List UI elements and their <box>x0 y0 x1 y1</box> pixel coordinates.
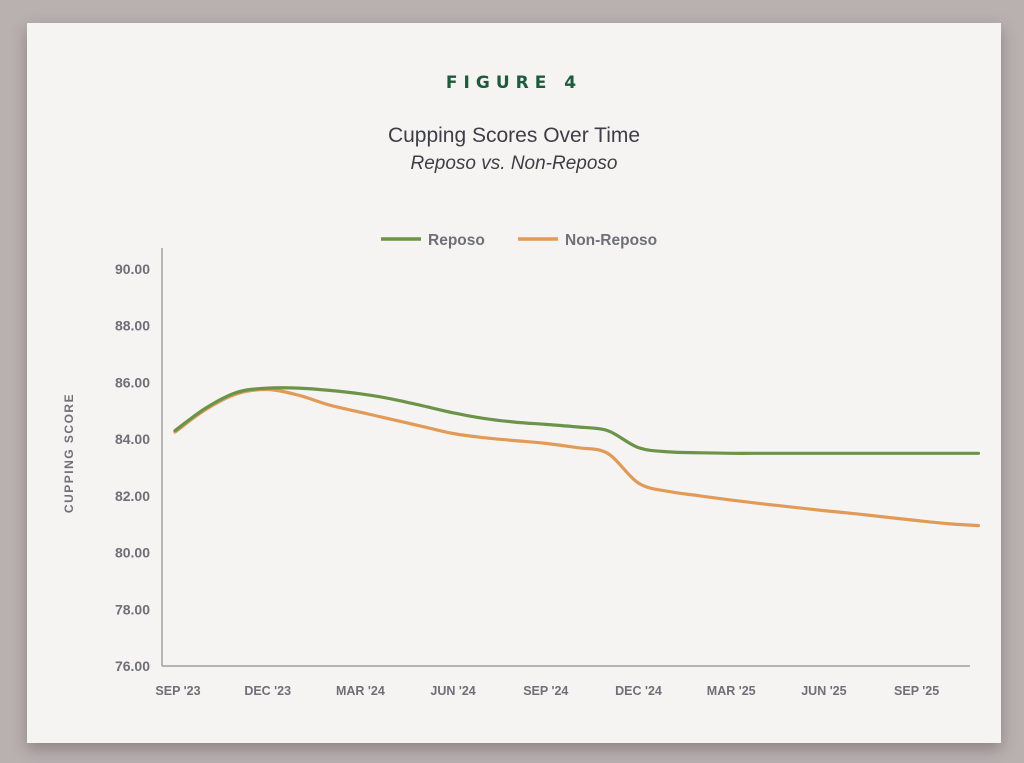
legend-reposo-label: Reposo <box>428 232 485 249</box>
figure-card: FIGURE 4 Cupping Scores Over Time Reposo… <box>27 23 1001 743</box>
legend: Reposo Non-Reposo <box>381 232 657 249</box>
x-tick-label: MAR '25 <box>707 684 756 698</box>
x-tick-label: SEP '24 <box>523 684 568 698</box>
x-tick-label: DEC '23 <box>244 684 291 698</box>
x-tick-label: MAR '24 <box>336 684 385 698</box>
chart-subtitle: Reposo vs. Non-Reposo <box>410 153 618 174</box>
x-tick-label: DEC '24 <box>615 684 662 698</box>
y-axis-label: CUPPING SCORE <box>62 393 76 513</box>
series-line-reposo <box>173 386 980 455</box>
figure-label: FIGURE 4 <box>445 73 583 93</box>
x-tick-label: JUN '25 <box>801 684 846 698</box>
y-tick-label: 82.00 <box>115 488 150 504</box>
x-tick-label: SEP '25 <box>894 684 939 698</box>
y-axis: 90.00 88.00 86.00 84.00 82.00 80.00 78.00 76.00 <box>115 248 163 674</box>
y-tick-label: 76.00 <box>115 658 150 674</box>
y-tick-label: 80.00 <box>115 545 150 561</box>
legend-non-reposo-label: Non-Reposo <box>565 232 657 249</box>
y-tick-label: 84.00 <box>115 431 150 447</box>
series-line-non-reposo <box>173 387 980 528</box>
x-axis: SEP '23 DEC '23 MAR '24 JUN '24 SEP '24 DEC '… <box>155 665 970 698</box>
chart-title: Cupping Scores Over Time <box>387 124 641 147</box>
x-tick-label: SEP '23 <box>155 684 200 698</box>
x-tick-label: JUN '24 <box>430 684 475 698</box>
y-tick-label: 86.00 <box>115 374 150 390</box>
y-tick-label: 88.00 <box>115 318 150 334</box>
series-lines <box>173 386 980 528</box>
y-tick-label: 78.00 <box>115 601 150 617</box>
y-tick-label: 90.00 <box>115 261 150 277</box>
